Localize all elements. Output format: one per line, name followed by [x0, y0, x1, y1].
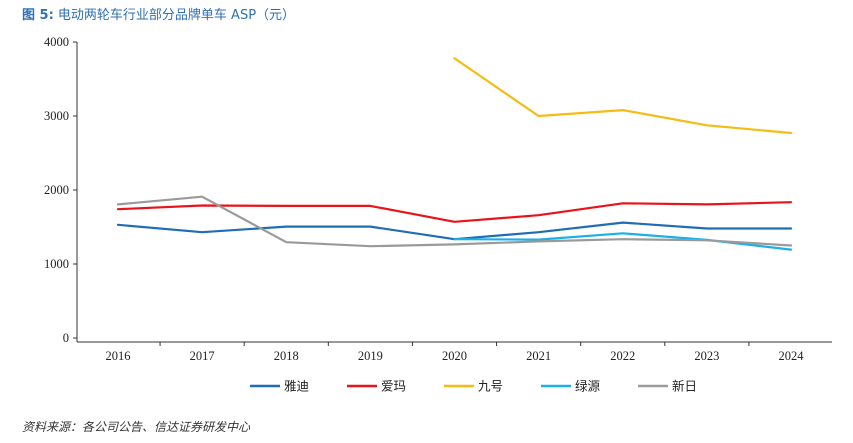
y-tick-label: 1000: [44, 257, 69, 271]
figure-label: 图 5:: [22, 8, 54, 23]
x-tick-label: 2016: [106, 349, 131, 363]
x-tick-label: 2021: [526, 349, 551, 363]
source-note: 资料来源：各公司公告、信达证券研发中心: [22, 420, 251, 434]
legend-label: 新日: [672, 379, 697, 394]
x-tick-label: 2018: [274, 349, 299, 363]
series-line: [116, 195, 793, 248]
x-tick-label: 2017: [190, 349, 215, 363]
x-tick-label: 2023: [694, 349, 719, 363]
y-tick-label: 0: [63, 331, 69, 345]
chart-series: [116, 57, 793, 251]
x-tick-label: 2020: [442, 349, 467, 363]
figure-title: 图 5: 电动两轮车行业部分品牌单车 ASP（元）: [22, 4, 295, 23]
series-line: [116, 221, 793, 241]
x-tick-label: 2022: [610, 349, 635, 363]
x-tick-label: 2019: [358, 349, 383, 363]
series-line: [453, 57, 793, 135]
legend-label: 九号: [478, 379, 503, 394]
y-tick-label: 2000: [44, 183, 69, 197]
legend-label: 爱玛: [381, 379, 406, 394]
chart-axes: 0 1000 2000 3000 4000 2016 2017 2018 2019 2020 202…: [44, 35, 832, 363]
figure-title-text: 电动两轮车行业部分品牌单车 ASP（元）: [57, 8, 296, 23]
chart-legend: 雅迪 爱玛 九号 绿源 新日: [250, 379, 697, 394]
series-line: [116, 201, 793, 223]
x-tick-label: 2024: [779, 349, 805, 363]
y-tick-label: 4000: [44, 35, 69, 49]
legend-label: 雅迪: [284, 379, 309, 394]
y-tick-label: 3000: [44, 109, 69, 123]
legend-label: 绿源: [575, 379, 601, 394]
